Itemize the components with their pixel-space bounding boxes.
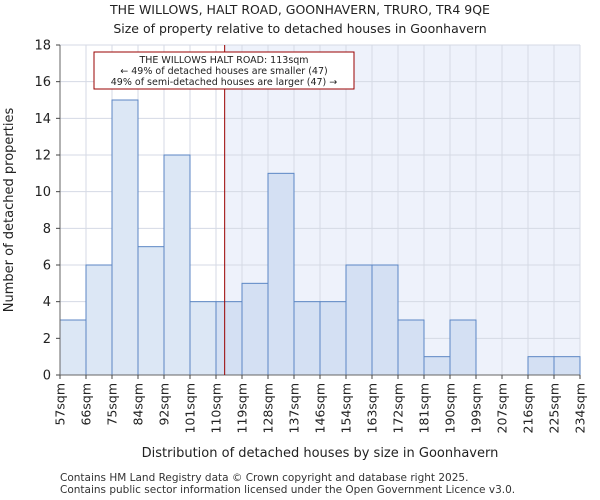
x-tick-label: 181sqm xyxy=(417,383,432,433)
x-tick-label: 225sqm xyxy=(547,383,562,433)
x-tick-label: 216sqm xyxy=(521,383,536,433)
bar xyxy=(111,99,139,376)
y-tick-label: 12 xyxy=(34,149,51,164)
annotation-line: THE WILLOWS HALT ROAD: 113sqm xyxy=(138,55,308,66)
x-tick-label: 163sqm xyxy=(365,383,380,433)
x-tick-label: 146sqm xyxy=(313,383,328,433)
bar xyxy=(371,264,399,376)
y-tick-label: 0 xyxy=(43,369,51,384)
y-tick-label: 6 xyxy=(43,259,51,274)
annotation-box xyxy=(93,51,355,90)
x-tick-label: 207sqm xyxy=(495,383,510,433)
y-tick-label: 10 xyxy=(34,185,51,200)
annotation-line: ← 49% of detached houses are smaller (47… xyxy=(120,66,327,77)
bar xyxy=(189,301,217,376)
x-tick-label: 75sqm xyxy=(105,383,120,426)
x-tick-label: 84sqm xyxy=(131,383,146,426)
bar xyxy=(85,264,113,376)
x-tick-label: 92sqm xyxy=(157,383,172,426)
bar xyxy=(241,282,269,376)
annotation-line: 49% of semi-detached houses are larger (… xyxy=(111,77,338,88)
y-tick-label: 8 xyxy=(43,222,51,237)
bar xyxy=(163,154,191,376)
x-tick-label: 101sqm xyxy=(183,383,198,433)
bar xyxy=(449,319,477,376)
bar xyxy=(215,301,243,376)
bar xyxy=(553,356,581,376)
y-tick-label: 14 xyxy=(34,112,51,127)
bar xyxy=(293,301,321,376)
x-tick-label: 137sqm xyxy=(287,383,302,433)
y-tick-label: 16 xyxy=(34,75,51,90)
bar xyxy=(423,356,451,376)
x-tick-label: 172sqm xyxy=(391,383,406,433)
axes: 0 2 4 6 8 10 12 14 16 18 57sqm 66sqm 75sqm 84sqm 92sqm… xyxy=(2,39,588,462)
bar xyxy=(345,264,373,376)
footer-line-1: Contains HM Land Registry data © Crown c… xyxy=(60,472,469,484)
bar xyxy=(319,301,347,376)
x-tick-label: 57sqm xyxy=(53,383,68,426)
y-tick-label: 2 xyxy=(43,332,51,347)
footer-line-2: Contains public sector information licen… xyxy=(60,484,516,496)
annotation: THE WILLOWS HALT ROAD: 113sqm← 49% of de… xyxy=(93,45,355,375)
bars xyxy=(59,99,581,376)
x-tick-label: 119sqm xyxy=(235,383,250,433)
histogram-chart: 0 2 4 6 8 10 12 14 16 18 57sqm 66sqm 75sqm 84sqm 92sqm… xyxy=(2,39,588,462)
x-tick-label: 234sqm xyxy=(573,383,588,433)
x-tick-label: 110sqm xyxy=(209,383,224,433)
y-tick-label: 18 xyxy=(34,39,51,54)
chart-title: THE WILLOWS, HALT ROAD, GOONHAVERN, TRUR… xyxy=(110,2,490,17)
bar xyxy=(267,172,295,376)
x-tick-label: 66sqm xyxy=(79,383,94,426)
x-tick-label: 190sqm xyxy=(443,383,458,433)
x-tick-label: 154sqm xyxy=(339,383,354,433)
y-tick-label: 4 xyxy=(43,295,51,310)
bar xyxy=(397,319,425,376)
x-tick-label: 128sqm xyxy=(261,383,276,433)
x-axis-label: Distribution of detached houses by size … xyxy=(142,446,499,461)
bar xyxy=(59,319,87,376)
bar xyxy=(527,356,555,376)
x-tick-label: 199sqm xyxy=(469,383,484,433)
chart-subtitle: Size of property relative to detached ho… xyxy=(113,21,487,36)
bar xyxy=(137,246,165,376)
y-axis-label: Number of detached properties xyxy=(2,108,17,313)
